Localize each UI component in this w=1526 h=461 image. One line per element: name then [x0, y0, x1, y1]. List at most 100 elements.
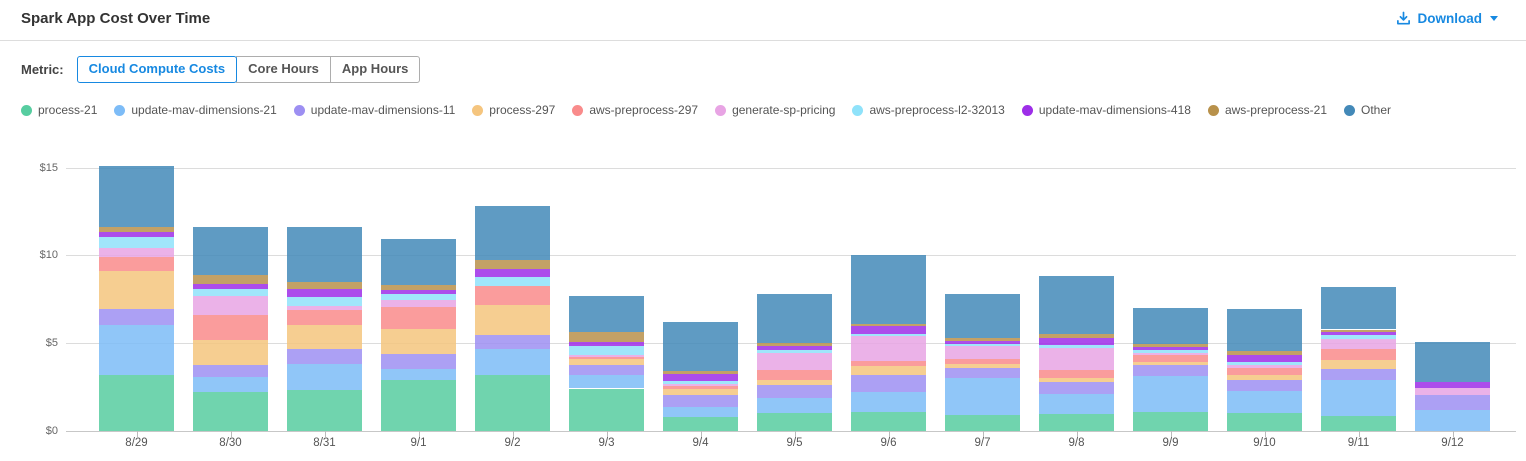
bar-segment[interactable]	[1133, 353, 1208, 356]
legend-item[interactable]: generate-sp-pricing	[715, 103, 835, 117]
bar-segment[interactable]	[851, 392, 926, 413]
bar-segment[interactable]	[381, 368, 456, 381]
bar-segment[interactable]	[287, 289, 362, 297]
bar-segment[interactable]	[569, 374, 644, 389]
metric-tab-app-hours[interactable]: App Hours	[329, 56, 421, 83]
bar-segment[interactable]	[757, 343, 832, 346]
bar-segment[interactable]	[757, 346, 832, 350]
bar-segment[interactable]	[945, 340, 1020, 344]
bar-segment[interactable]	[99, 232, 174, 238]
bar-segment[interactable]	[663, 381, 738, 384]
bar-segment[interactable]	[475, 348, 550, 376]
bar-segment[interactable]	[945, 367, 1020, 378]
bar-segment[interactable]	[851, 336, 926, 362]
bar-segment[interactable]	[1039, 370, 1114, 378]
bar-segment[interactable]	[1227, 367, 1302, 376]
bar-segment[interactable]	[1321, 329, 1396, 333]
bar-segment[interactable]	[1133, 307, 1208, 344]
bar-segment[interactable]	[287, 305, 362, 311]
bar-segment[interactable]	[663, 394, 738, 407]
bar-segment[interactable]	[193, 392, 268, 431]
bar-segment[interactable]	[1321, 348, 1396, 361]
metric-tab-cloud-compute-costs[interactable]: Cloud Compute Costs	[76, 56, 238, 83]
bar-segment[interactable]	[99, 271, 174, 309]
bar-segment[interactable]	[1227, 375, 1302, 381]
bar-segment[interactable]	[193, 295, 268, 316]
bar-segment[interactable]	[757, 385, 832, 398]
bar-segment[interactable]	[193, 315, 268, 341]
bar-segment[interactable]	[1133, 343, 1208, 347]
bar-segment[interactable]	[381, 380, 456, 431]
bar-segment[interactable]	[475, 205, 550, 261]
bar-segment[interactable]	[851, 412, 926, 431]
bar-segment[interactable]	[945, 343, 1020, 346]
bar-segment[interactable]	[1133, 365, 1208, 377]
bar-segment[interactable]	[569, 354, 644, 357]
bar-segment[interactable]	[1039, 377, 1114, 382]
bar-segment[interactable]	[569, 359, 644, 365]
bar-segment[interactable]	[851, 361, 926, 367]
bar-segment[interactable]	[1227, 380, 1302, 392]
bar-segment[interactable]	[1133, 376, 1208, 413]
bar-segment[interactable]	[851, 326, 926, 334]
bar-segment[interactable]	[945, 415, 1020, 431]
legend-item[interactable]: process-297	[472, 103, 555, 117]
bar-segment[interactable]	[381, 289, 456, 294]
bar-segment[interactable]	[475, 285, 550, 305]
bar-segment[interactable]	[193, 376, 268, 392]
bar-segment[interactable]	[851, 323, 926, 327]
bar-segment[interactable]	[663, 389, 738, 395]
bar-segment[interactable]	[1039, 347, 1114, 371]
bar-segment[interactable]	[1133, 346, 1208, 351]
bar-segment[interactable]	[757, 380, 832, 386]
bar-segment[interactable]	[99, 248, 174, 258]
bar-segment[interactable]	[1415, 388, 1490, 395]
bar-segment[interactable]	[1415, 381, 1490, 389]
metric-tab-core-hours[interactable]: Core Hours	[236, 56, 331, 83]
bar-segment[interactable]	[287, 348, 362, 364]
bar-segment[interactable]	[945, 337, 1020, 341]
bar-segment[interactable]	[945, 363, 1020, 368]
bar-segment[interactable]	[99, 308, 174, 326]
bar-segment[interactable]	[569, 295, 644, 333]
bar-segment[interactable]	[99, 165, 174, 228]
bar-segment[interactable]	[851, 254, 926, 324]
legend-item[interactable]: aws-preprocess-21	[1207, 103, 1327, 117]
bar-segment[interactable]	[193, 284, 268, 289]
bar-segment[interactable]	[381, 238, 456, 286]
bar-segment[interactable]	[1133, 350, 1208, 354]
bar-segment[interactable]	[757, 397, 832, 413]
legend-item[interactable]: update-mav-dimensions-418	[1021, 103, 1191, 117]
bar-segment[interactable]	[1321, 286, 1396, 330]
download-button[interactable]: Download	[1390, 10, 1505, 27]
bar-segment[interactable]	[945, 358, 1020, 364]
bar-segment[interactable]	[287, 296, 362, 306]
bar-segment[interactable]	[381, 285, 456, 290]
legend-item[interactable]: update-mav-dimensions-11	[293, 103, 455, 117]
bar-segment[interactable]	[1227, 391, 1302, 413]
bar-segment[interactable]	[1321, 335, 1396, 339]
bar-segment[interactable]	[475, 375, 550, 431]
bar-segment[interactable]	[381, 353, 456, 369]
bar-segment[interactable]	[569, 341, 644, 346]
bar-segment[interactable]	[1039, 393, 1114, 414]
bar-segment[interactable]	[1133, 355, 1208, 362]
bar-segment[interactable]	[99, 227, 174, 233]
bar-segment[interactable]	[569, 332, 644, 342]
legend-item[interactable]: process-21	[21, 103, 97, 117]
bar-segment[interactable]	[757, 370, 832, 381]
bar-segment[interactable]	[663, 417, 738, 431]
bar-segment[interactable]	[1039, 345, 1114, 348]
bar-segment[interactable]	[1321, 338, 1396, 349]
bar-segment[interactable]	[945, 377, 1020, 416]
bar-segment[interactable]	[569, 364, 644, 375]
bar-segment[interactable]	[851, 333, 926, 337]
bar-segment[interactable]	[1227, 309, 1302, 352]
bar-segment[interactable]	[287, 325, 362, 349]
bar-segment[interactable]	[475, 335, 550, 349]
bar-segment[interactable]	[475, 276, 550, 286]
bar-segment[interactable]	[99, 325, 174, 376]
bar-segment[interactable]	[381, 293, 456, 301]
bar-segment[interactable]	[851, 366, 926, 375]
bar-segment[interactable]	[287, 363, 362, 391]
